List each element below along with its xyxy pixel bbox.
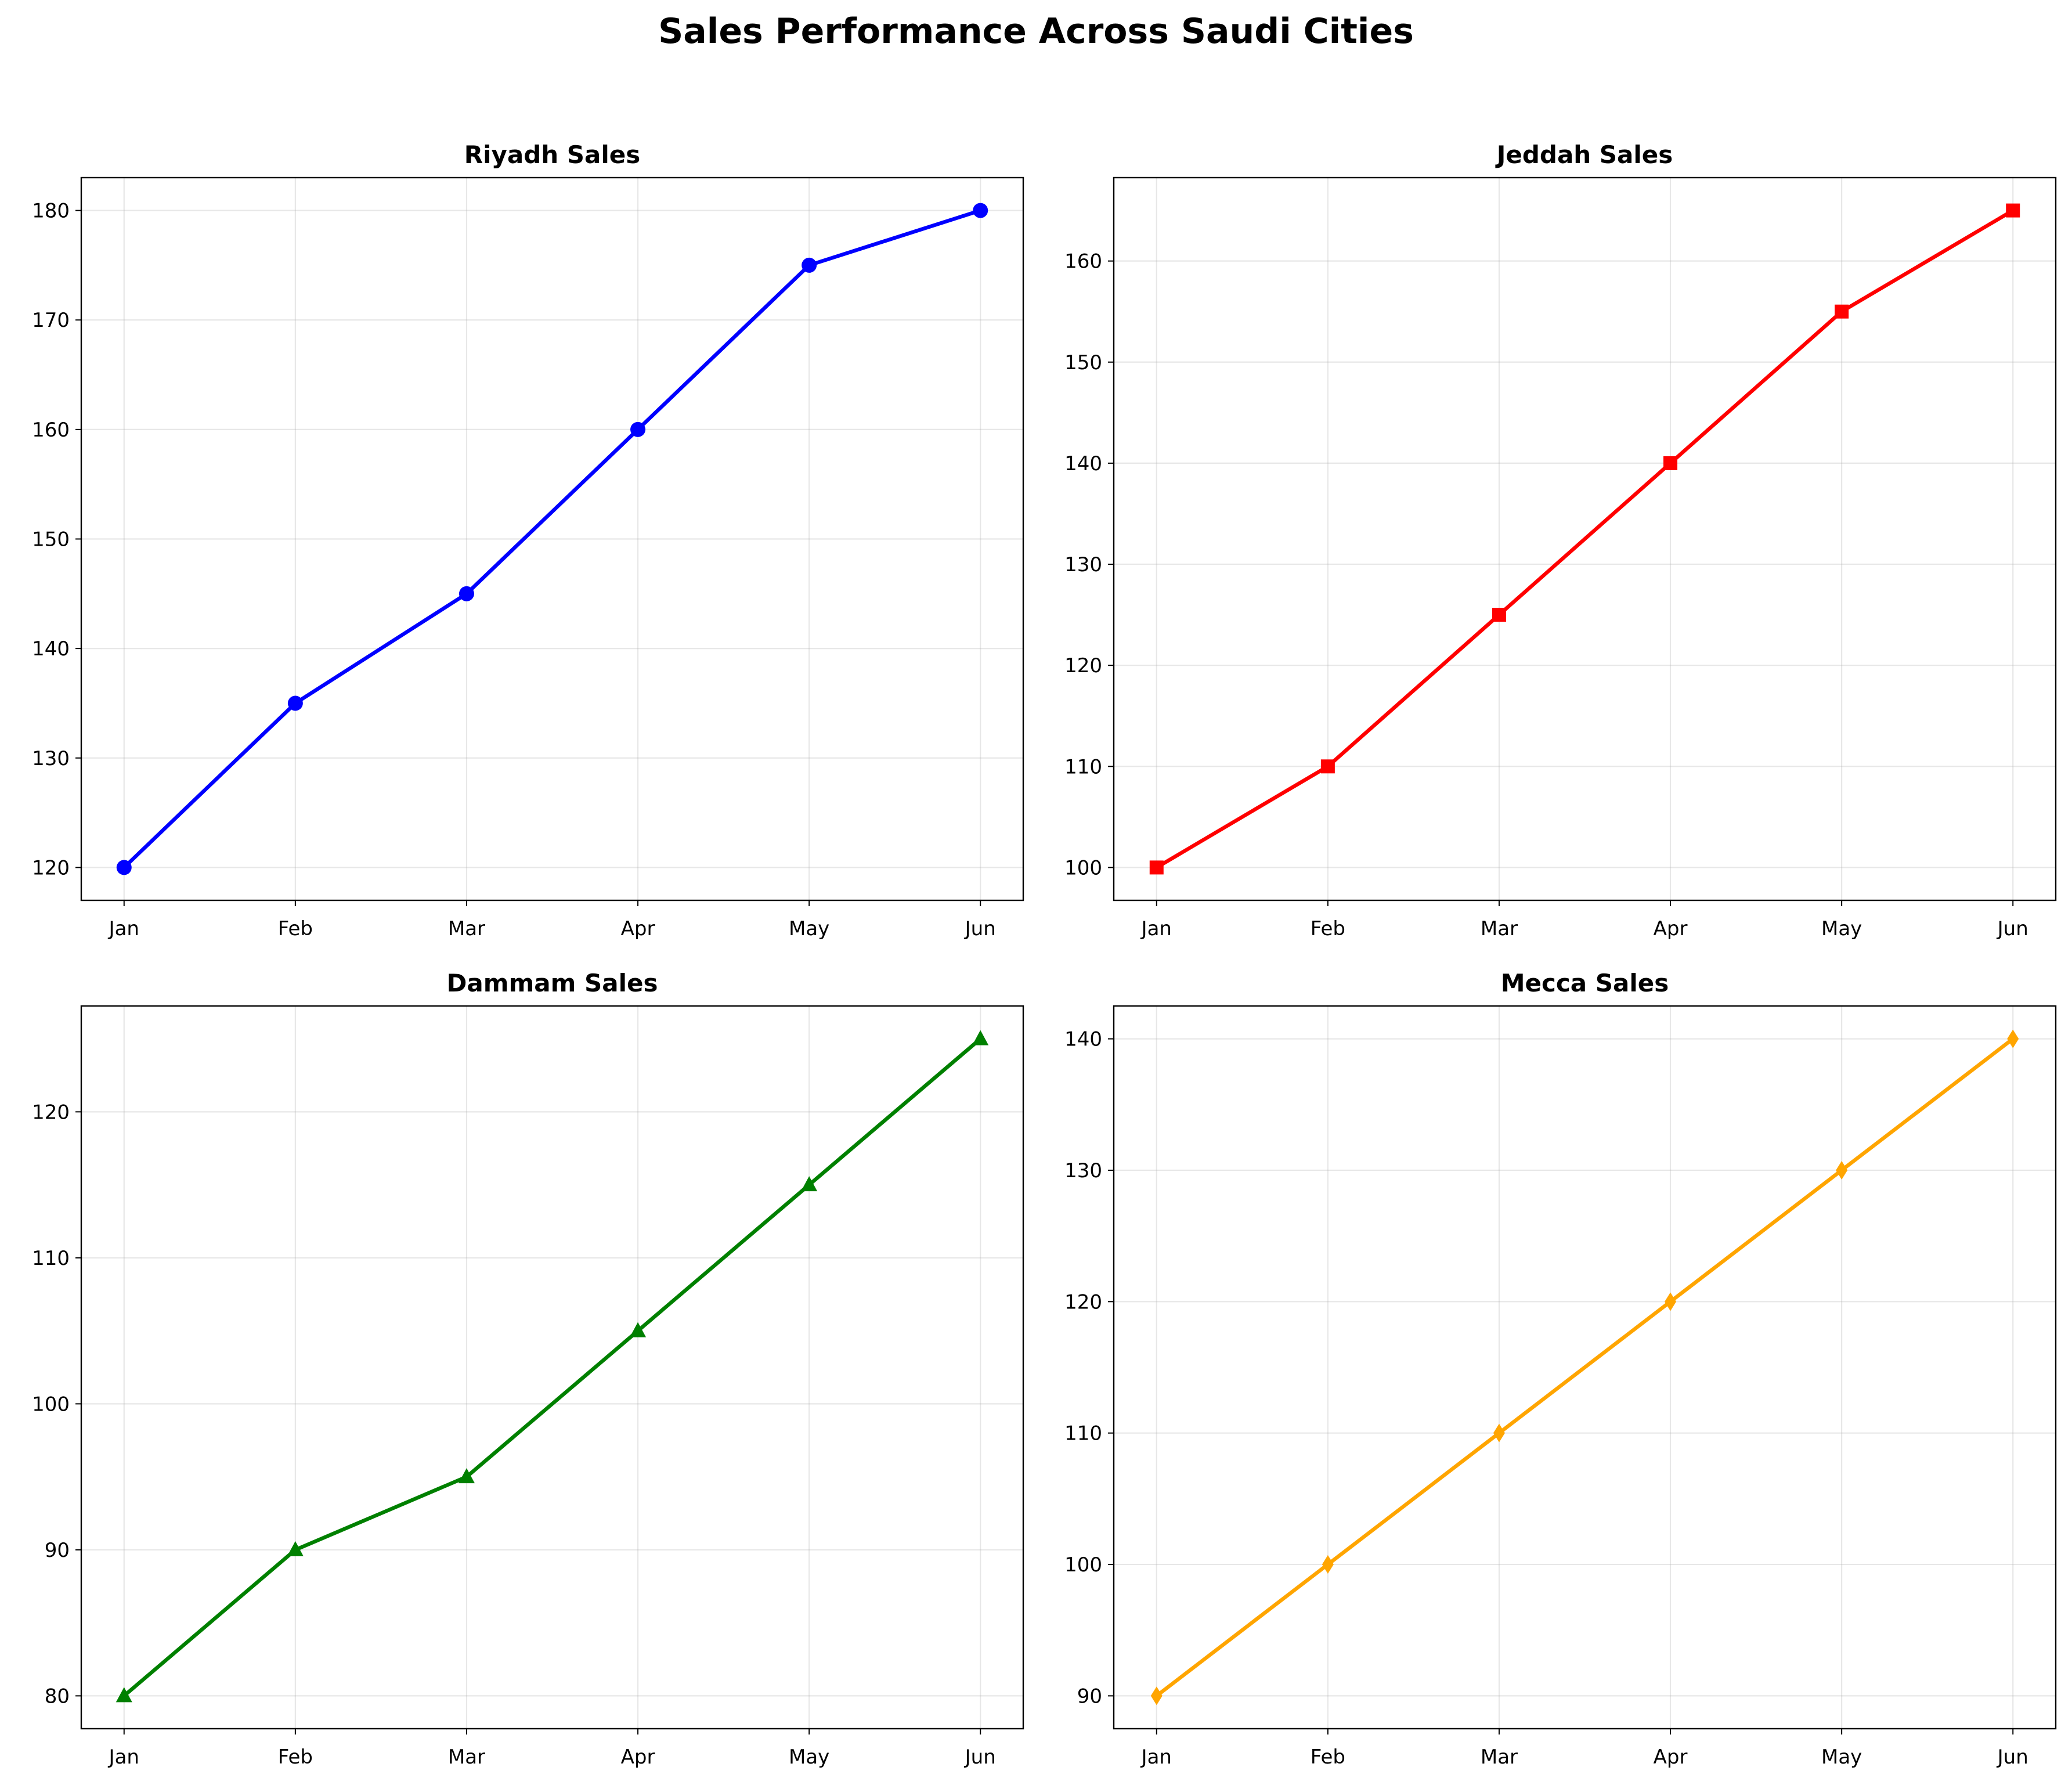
y-tick-label: 90	[1077, 1685, 1102, 1708]
subplot-title: Dammam Sales	[447, 969, 658, 997]
x-tick-label: Jan	[108, 917, 139, 940]
y-tick-label: 110	[1064, 1422, 1102, 1445]
data-point-jun	[972, 1030, 989, 1045]
x-tick-label: Jun	[1997, 1746, 2028, 1769]
axes-frame	[80, 1005, 1024, 1730]
y-tick-label: 160	[1064, 250, 1102, 273]
y-tick-label: 120	[32, 856, 70, 879]
data-point-jun	[2007, 1029, 2019, 1048]
x-tick-label: Apr	[1654, 917, 1688, 940]
data-point-mar	[1492, 608, 1506, 622]
figure-title: Sales Performance Across Saudi Cities	[658, 11, 1414, 52]
x-tick-label: May	[1821, 1746, 1862, 1769]
data-point-may	[801, 1176, 818, 1192]
series-line-dammam-sales	[122, 1037, 983, 1698]
data-point-apr	[630, 421, 646, 437]
subplot-title: Riyadh Sales	[464, 140, 641, 169]
x-tick-label: Mar	[448, 917, 485, 940]
y-tick-label: 120	[1064, 654, 1102, 677]
y-tick-label: 180	[32, 200, 70, 223]
series-line-riyadh-sales	[122, 208, 983, 870]
y-tick-label: 100	[1064, 1553, 1102, 1577]
data-point-apr	[1665, 1292, 1677, 1311]
data-point-mar	[1493, 1423, 1505, 1443]
data-point-may	[1835, 304, 1849, 319]
x-tick-label: Feb	[1311, 1746, 1345, 1769]
subplot-title: Jeddah Sales	[1495, 140, 1673, 169]
data-point-jun	[973, 203, 988, 218]
y-tick-label: 90	[45, 1539, 70, 1562]
data-point-jan	[116, 860, 132, 875]
data-point-feb	[1322, 1555, 1334, 1574]
x-tick-label: Jan	[1140, 917, 1172, 940]
y-tick-label: 100	[1064, 856, 1102, 879]
y-tick-label: 150	[1064, 351, 1102, 374]
data-point-jan	[1150, 1686, 1163, 1705]
y-tick-label: 100	[32, 1393, 70, 1416]
x-tick-label: Jun	[1997, 917, 2028, 940]
data-point-apr	[1663, 456, 1678, 470]
subplot-jeddah-sales: Jan Feb Mar Apr May Jun 100 110 120 130 140 150 160 J…	[1064, 140, 2057, 940]
subplot-title: Mecca Sales	[1501, 969, 1669, 997]
subplot-grid: Jan Feb Mar Apr May Jun 120 130 140 150 160 170 180 R…	[32, 140, 2057, 1769]
y-tick-label: 150	[32, 528, 70, 551]
data-point-mar	[458, 1468, 475, 1484]
y-tick-label: 140	[1064, 1028, 1102, 1051]
x-tick-label: Feb	[1311, 917, 1345, 940]
series-line-mecca-sales	[1154, 1037, 2015, 1698]
x-tick-label: May	[789, 917, 829, 940]
y-tick-label: 170	[32, 309, 70, 332]
data-point-feb	[1320, 759, 1335, 774]
data-point-may	[1836, 1160, 1848, 1180]
y-tick-label: 110	[32, 1247, 70, 1270]
subplot-mecca-sales: Jan Feb Mar Apr May Jun 90 100 110 120 130 140 Mecca…	[1064, 969, 2057, 1769]
axes-frame	[1113, 176, 2057, 901]
x-tick-label: Mar	[1481, 1746, 1518, 1769]
y-tick-label: 110	[1064, 755, 1102, 778]
x-tick-label: Jun	[964, 1746, 996, 1769]
x-tick-label: May	[1821, 917, 1862, 940]
data-point-feb	[287, 1541, 304, 1556]
axes-frame	[80, 176, 1024, 901]
y-tick-label: 120	[32, 1101, 70, 1124]
y-tick-label: 160	[32, 419, 70, 442]
x-tick-label: May	[789, 1746, 829, 1769]
x-tick-label: Jan	[108, 1746, 139, 1769]
x-tick-label: Apr	[621, 917, 655, 940]
subplot-riyadh-sales: Jan Feb Mar Apr May Jun 120 130 140 150 160 170 180 R…	[32, 140, 1024, 940]
axes-frame	[1113, 1005, 2057, 1730]
x-tick-label: Mar	[448, 1746, 485, 1769]
x-tick-label: Jun	[964, 917, 996, 940]
y-tick-label: 130	[1064, 553, 1102, 576]
data-point-feb	[287, 695, 303, 711]
x-tick-label: Apr	[621, 1746, 655, 1769]
data-point-jan	[1149, 860, 1164, 875]
x-tick-label: Mar	[1481, 917, 1518, 940]
data-point-may	[802, 257, 817, 273]
subplot-dammam-sales: Jan Feb Mar Apr May Jun 80 90 100 110 120 Dammam Sa…	[32, 969, 1024, 1769]
y-tick-label: 140	[1064, 452, 1102, 475]
x-tick-label: Feb	[278, 1746, 313, 1769]
y-tick-label: 80	[45, 1685, 70, 1708]
y-tick-label: 130	[32, 747, 70, 770]
data-point-apr	[630, 1322, 647, 1337]
series-line-jeddah-sales	[1154, 208, 2015, 870]
data-point-jan	[115, 1687, 132, 1703]
data-point-jun	[2006, 203, 2020, 218]
y-tick-label: 140	[32, 637, 70, 661]
x-tick-label: Apr	[1654, 1746, 1688, 1769]
y-tick-label: 120	[1064, 1290, 1102, 1314]
data-point-mar	[459, 586, 474, 601]
y-tick-label: 130	[1064, 1159, 1102, 1182]
x-tick-label: Jan	[1140, 1746, 1172, 1769]
x-tick-label: Feb	[278, 917, 313, 940]
